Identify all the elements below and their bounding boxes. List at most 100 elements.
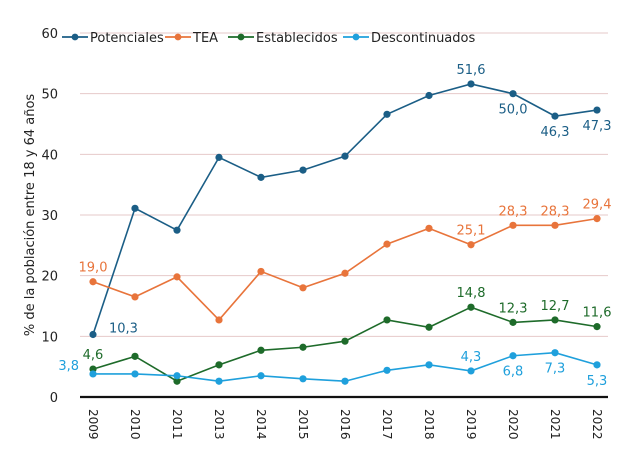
data-label-tea: 28,3 xyxy=(541,204,570,219)
data-point-descontinuados xyxy=(89,370,97,378)
legend-item-descontinuados: Descontinuados xyxy=(343,31,475,46)
legend: Potenciales TEA Establecidos Descontinuados xyxy=(62,31,475,46)
data-point-establecidos xyxy=(551,316,559,324)
data-point-tea xyxy=(551,221,559,229)
legend-swatch-marker xyxy=(174,33,182,41)
x-tick-label: 2017 xyxy=(380,409,394,440)
data-point-potenciales xyxy=(131,204,139,212)
data-point-establecidos xyxy=(299,343,307,351)
data-point-descontinuados xyxy=(341,377,349,385)
data-point-potenciales xyxy=(341,152,349,160)
legend-item-establecidos: Establecidos xyxy=(228,31,338,46)
x-tick-label: 2019 xyxy=(464,409,478,440)
x-tick-label: 2021 xyxy=(548,409,562,440)
data-label-descontinuados: 3,8 xyxy=(58,359,79,374)
data-point-tea xyxy=(299,284,307,292)
y-axis-ticks: 0 10 20 30 40 50 60 xyxy=(41,27,58,406)
data-point-descontinuados xyxy=(257,372,265,380)
series-lines xyxy=(89,80,601,385)
data-point-establecidos xyxy=(257,346,265,354)
data-point-descontinuados xyxy=(551,349,559,357)
data-point-potenciales xyxy=(215,153,223,161)
data-label-descontinuados: 5,3 xyxy=(587,374,608,389)
data-label-descontinuados: 7,3 xyxy=(545,362,566,377)
data-label-tea: 28,3 xyxy=(499,204,528,219)
data-point-establecidos xyxy=(341,337,349,345)
legend-item-tea: TEA xyxy=(165,31,218,46)
data-point-descontinuados xyxy=(509,352,517,360)
data-point-potenciales xyxy=(383,110,391,118)
data-label-descontinuados: 4,3 xyxy=(461,350,482,365)
data-label-potenciales: 50,0 xyxy=(499,103,528,118)
data-point-tea xyxy=(593,215,601,223)
data-point-tea xyxy=(215,316,223,324)
data-point-descontinuados xyxy=(383,366,391,374)
legend-label: Descontinuados xyxy=(371,31,475,46)
data-point-tea xyxy=(257,267,265,276)
data-point-descontinuados xyxy=(467,367,475,375)
data-label-descontinuados: 6,8 xyxy=(503,365,524,380)
data-point-potenciales xyxy=(257,173,265,181)
y-tick-label: 10 xyxy=(41,330,58,345)
data-point-potenciales xyxy=(467,80,475,88)
data-point-establecidos xyxy=(509,318,517,326)
legend-label: Establecidos xyxy=(256,31,338,46)
data-point-potenciales xyxy=(89,330,97,339)
x-tick-label: 2020 xyxy=(506,409,520,440)
data-label-tea: 25,1 xyxy=(457,224,486,239)
x-tick-label: 2009 xyxy=(86,409,100,440)
legend-label: TEA xyxy=(192,31,218,46)
data-point-descontinuados xyxy=(173,372,181,380)
data-point-descontinuados xyxy=(131,370,139,378)
data-point-tea xyxy=(509,221,517,229)
data-point-establecidos xyxy=(467,303,475,311)
data-point-tea xyxy=(89,278,97,286)
y-tick-label: 60 xyxy=(41,27,58,42)
data-label-potenciales: 46,3 xyxy=(541,125,570,140)
data-label-establecidos: 4,6 xyxy=(83,348,104,363)
y-tick-label: 40 xyxy=(41,148,58,163)
data-point-potenciales xyxy=(551,112,559,120)
data-point-establecidos xyxy=(425,323,433,331)
data-label-establecidos: 11,6 xyxy=(583,306,612,321)
legend-swatch-marker xyxy=(352,33,360,41)
y-axis-label: % de la población entre 18 y 64 años xyxy=(23,94,38,337)
data-point-establecidos xyxy=(593,323,601,331)
x-tick-label: 2022 xyxy=(590,409,604,440)
x-tick-label: 2011 xyxy=(170,409,184,440)
data-point-descontinuados xyxy=(593,361,601,369)
x-axis-ticks: 2009 2010 2011 2013 2014 2015 2016 2017 2018 2019… xyxy=(86,409,604,440)
x-tick-label: 2015 xyxy=(296,409,310,440)
data-point-potenciales xyxy=(593,106,601,114)
data-point-tea xyxy=(467,241,475,249)
data-point-tea xyxy=(173,273,181,281)
x-tick-label: 2014 xyxy=(254,409,268,440)
data-point-establecidos xyxy=(215,361,223,369)
data-label-establecidos: 12,3 xyxy=(499,301,528,316)
x-tick-label: 2013 xyxy=(212,409,226,440)
data-label-potenciales: 47,3 xyxy=(583,119,612,134)
y-tick-label: 50 xyxy=(41,88,58,103)
data-point-potenciales xyxy=(425,91,433,100)
data-label-tea: 19,0 xyxy=(79,261,108,276)
data-point-tea xyxy=(383,240,391,248)
data-point-establecidos xyxy=(383,316,391,324)
legend-swatch-marker xyxy=(237,33,245,41)
data-label-potenciales: 10,3 xyxy=(109,322,138,337)
legend-label: Potenciales xyxy=(90,31,164,46)
data-label-establecidos: 12,7 xyxy=(541,299,570,314)
data-point-establecidos xyxy=(131,352,139,360)
x-tick-label: 2010 xyxy=(128,409,142,440)
data-label-potenciales: 51,6 xyxy=(457,63,486,78)
data-point-descontinuados xyxy=(299,375,307,383)
y-tick-label: 20 xyxy=(41,270,58,285)
data-point-tea xyxy=(131,293,139,301)
y-tick-label: 30 xyxy=(41,209,58,224)
data-point-descontinuados xyxy=(215,377,223,385)
data-point-potenciales xyxy=(299,166,307,174)
data-point-descontinuados xyxy=(425,361,433,369)
legend-swatch-marker xyxy=(71,33,79,41)
data-label-tea: 29,4 xyxy=(583,198,612,213)
data-point-tea xyxy=(425,224,433,232)
